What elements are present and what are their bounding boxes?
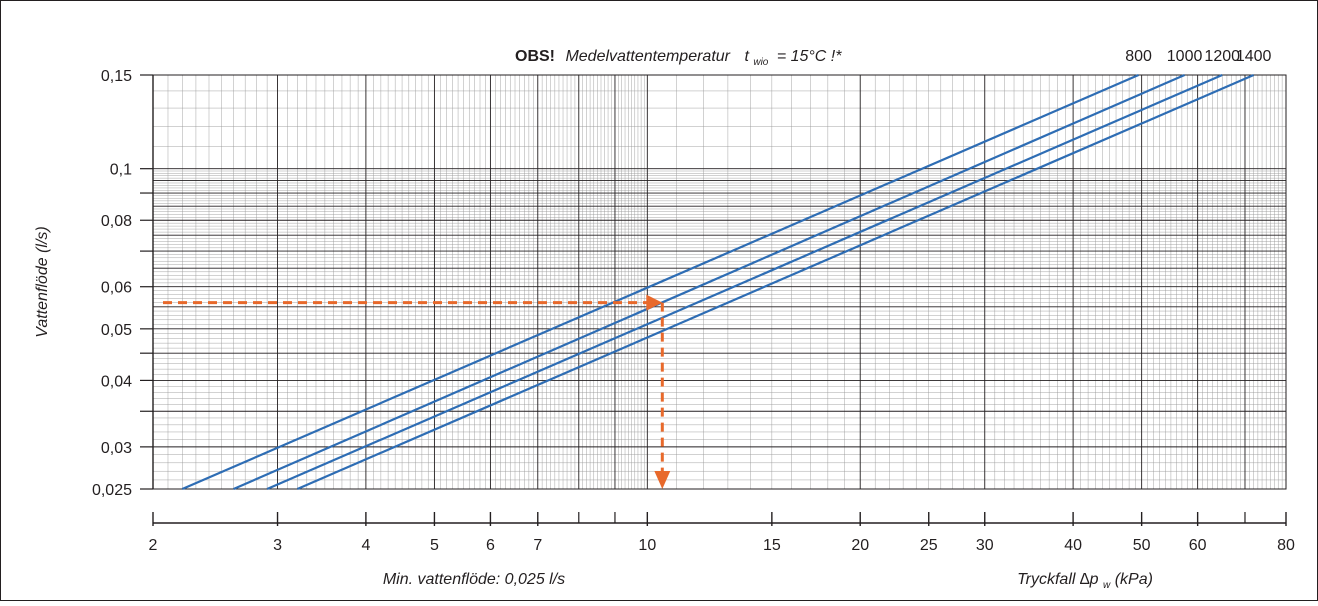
series-label-1400: 1400 [1236, 48, 1272, 65]
series-line-1400 [296, 73, 1255, 491]
x-tick-label: 5 [430, 537, 439, 554]
x-tick-label: 3 [273, 537, 282, 554]
y-axis-label: Vattenflöde (l/s) [34, 226, 51, 337]
y-tick-label: 0,06 [101, 280, 132, 297]
y-tick-label: 0,1 [110, 162, 132, 179]
grid-minor [153, 75, 1286, 489]
x-label-right-pre: Tryckfall [1017, 571, 1080, 588]
y-tick-label: 0,08 [101, 213, 132, 230]
x-axis-label-right: Tryckfall ∆p w (kPa) [1017, 571, 1153, 592]
example-arrowhead-right [646, 294, 663, 311]
x-axis-label-left: Min. vattenflöde: 0,025 l/s [383, 571, 565, 588]
series-layer [181, 73, 1255, 491]
y-tick-label: 0,05 [101, 322, 132, 339]
y-tick-label: 0,025 [92, 482, 132, 499]
x-tick-label: 50 [1133, 537, 1151, 554]
title-t: t [744, 48, 749, 65]
x-axis: 2 3 4 5 6 7 10 15 20 25 30 40 50 60 80 [149, 512, 1295, 554]
x-tick-label: 80 [1277, 537, 1295, 554]
y-tick-label: 0,04 [101, 373, 132, 390]
y-axis: 0,025 0,03 0,04 0,05 0,06 0,08 0,1 0,15 [92, 68, 154, 499]
series-label-1000: 1000 [1167, 48, 1203, 65]
x-label-right-sub: w [1103, 580, 1111, 591]
example-layer [163, 294, 671, 489]
series-line-800 [181, 73, 1139, 491]
x-tick-label: 15 [763, 537, 781, 554]
title-text: Medelvattentemperatur [565, 48, 730, 65]
example-arrowhead-down [654, 471, 671, 489]
x-tick-label: 7 [533, 537, 542, 554]
x-tick-label: 10 [638, 537, 656, 554]
x-tick-label: 2 [149, 537, 158, 554]
x-tick-label: 60 [1189, 537, 1207, 554]
chart-title: OBS! Medelvattentemperatur t wio = 15°C … [515, 48, 842, 69]
title-bold: OBS! [515, 48, 555, 65]
title-tail: = 15°C !* [777, 48, 842, 65]
x-tick-label: 4 [361, 537, 370, 554]
series-label-800: 800 [1125, 48, 1152, 65]
x-tick-label: 6 [486, 537, 495, 554]
series-line-1000 [233, 73, 1186, 491]
x-tick-label: 30 [976, 537, 994, 554]
series-label-1200: 1200 [1204, 48, 1240, 65]
title-subscript: wio [753, 57, 768, 68]
y-tick-label: 0,15 [101, 68, 132, 85]
x-label-right-delta: ∆p [1080, 571, 1099, 588]
y-tick-label: 0,03 [101, 440, 132, 457]
x-tick-label: 20 [851, 537, 869, 554]
x-label-right-post: (kPa) [1115, 571, 1153, 588]
x-tick-label: 25 [920, 537, 938, 554]
x-tick-label: 40 [1064, 537, 1082, 554]
series-line-1200 [266, 73, 1223, 491]
